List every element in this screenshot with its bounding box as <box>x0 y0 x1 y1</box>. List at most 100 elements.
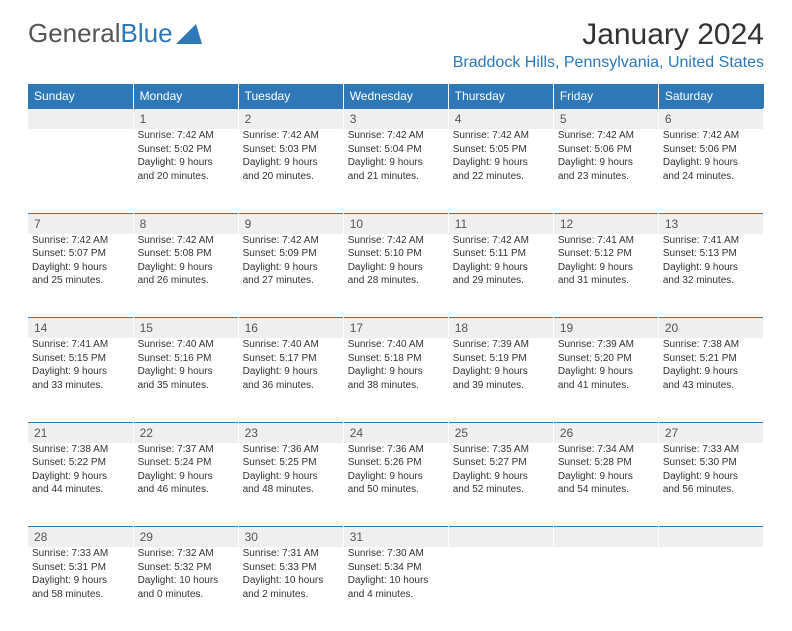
day-number: 25 <box>448 422 553 443</box>
cell-line: Daylight: 9 hours <box>348 261 444 275</box>
cell-line: and 33 minutes. <box>32 379 129 393</box>
content-row: Sunrise: 7:41 AMSunset: 5:15 PMDaylight:… <box>28 338 764 422</box>
day-number: 18 <box>448 318 553 339</box>
day-number: 29 <box>133 527 238 548</box>
cell-line: Daylight: 9 hours <box>243 261 339 275</box>
day-number: 2 <box>238 109 343 130</box>
cell-line: Sunset: 5:28 PM <box>558 456 654 470</box>
cell-line: and 46 minutes. <box>138 483 234 497</box>
day-number <box>553 527 658 548</box>
content-row: Sunrise: 7:33 AMSunset: 5:31 PMDaylight:… <box>28 547 764 631</box>
day-number <box>448 527 553 548</box>
cell-line: and 31 minutes. <box>558 274 654 288</box>
cell-line: Sunrise: 7:42 AM <box>453 129 549 143</box>
cell-line: Daylight: 9 hours <box>138 470 234 484</box>
cell-line: Sunrise: 7:31 AM <box>243 547 339 561</box>
cell-line: Daylight: 9 hours <box>138 261 234 275</box>
day-cell: Sunrise: 7:33 AMSunset: 5:30 PMDaylight:… <box>658 443 763 527</box>
cell-line: Sunset: 5:18 PM <box>348 352 444 366</box>
daynum-row: 123456 <box>28 109 764 130</box>
day-number: 12 <box>553 213 658 234</box>
cell-line: Daylight: 9 hours <box>558 156 654 170</box>
cell-line: and 58 minutes. <box>32 588 129 602</box>
day-number: 4 <box>448 109 553 130</box>
day-header: Thursday <box>448 84 553 109</box>
cell-line: and 38 minutes. <box>348 379 444 393</box>
day-cell: Sunrise: 7:42 AMSunset: 5:09 PMDaylight:… <box>238 234 343 318</box>
cell-line: Sunrise: 7:42 AM <box>663 129 759 143</box>
cell-line: Daylight: 9 hours <box>32 365 129 379</box>
cell-line: Sunset: 5:10 PM <box>348 247 444 261</box>
cell-line: Daylight: 9 hours <box>453 470 549 484</box>
cell-line: Daylight: 9 hours <box>32 261 129 275</box>
content-row: Sunrise: 7:42 AMSunset: 5:07 PMDaylight:… <box>28 234 764 318</box>
daynum-row: 14151617181920 <box>28 318 764 339</box>
cell-line: Sunrise: 7:41 AM <box>558 234 654 248</box>
day-cell: Sunrise: 7:36 AMSunset: 5:26 PMDaylight:… <box>343 443 448 527</box>
header: GeneralBlue January 2024 Braddock Hills,… <box>0 0 792 78</box>
cell-line: Sunset: 5:03 PM <box>243 143 339 157</box>
day-number: 24 <box>343 422 448 443</box>
content-row: Sunrise: 7:42 AMSunset: 5:02 PMDaylight:… <box>28 129 764 213</box>
cell-line: Sunset: 5:22 PM <box>32 456 129 470</box>
logo-text-2: Blue <box>121 18 173 49</box>
day-cell: Sunrise: 7:31 AMSunset: 5:33 PMDaylight:… <box>238 547 343 631</box>
cell-line: Daylight: 9 hours <box>663 156 759 170</box>
cell-line: Daylight: 9 hours <box>348 156 444 170</box>
day-number: 8 <box>133 213 238 234</box>
day-cell: Sunrise: 7:37 AMSunset: 5:24 PMDaylight:… <box>133 443 238 527</box>
cell-line: Sunset: 5:04 PM <box>348 143 444 157</box>
cell-line: Sunrise: 7:42 AM <box>138 234 234 248</box>
day-cell: Sunrise: 7:41 AMSunset: 5:12 PMDaylight:… <box>553 234 658 318</box>
cell-line: Sunrise: 7:34 AM <box>558 443 654 457</box>
cell-line: Sunrise: 7:42 AM <box>558 129 654 143</box>
day-cell: Sunrise: 7:42 AMSunset: 5:04 PMDaylight:… <box>343 129 448 213</box>
cell-line: Sunrise: 7:38 AM <box>663 338 759 352</box>
day-number: 16 <box>238 318 343 339</box>
cell-line: Daylight: 9 hours <box>138 156 234 170</box>
cell-line: Sunrise: 7:42 AM <box>453 234 549 248</box>
day-header-row: SundayMondayTuesdayWednesdayThursdayFrid… <box>28 84 764 109</box>
day-cell: Sunrise: 7:40 AMSunset: 5:17 PMDaylight:… <box>238 338 343 422</box>
cell-line: Sunrise: 7:38 AM <box>32 443 129 457</box>
cell-line: and 29 minutes. <box>453 274 549 288</box>
day-number: 14 <box>28 318 133 339</box>
cell-line: Daylight: 9 hours <box>663 470 759 484</box>
cell-line: Sunset: 5:27 PM <box>453 456 549 470</box>
cell-line: Sunrise: 7:42 AM <box>348 234 444 248</box>
cell-line: Sunrise: 7:35 AM <box>453 443 549 457</box>
location: Braddock Hills, Pennsylvania, United Sta… <box>453 54 764 72</box>
title-block: January 2024 Braddock Hills, Pennsylvani… <box>453 18 764 72</box>
daynum-row: 78910111213 <box>28 213 764 234</box>
cell-line: Sunrise: 7:33 AM <box>32 547 129 561</box>
cell-line: Sunrise: 7:30 AM <box>348 547 444 561</box>
cell-line: Sunrise: 7:42 AM <box>243 129 339 143</box>
cell-line: Sunset: 5:34 PM <box>348 561 444 575</box>
cell-line: Sunset: 5:30 PM <box>663 456 759 470</box>
day-number: 11 <box>448 213 553 234</box>
cell-line: Daylight: 9 hours <box>663 365 759 379</box>
cell-line: Sunset: 5:20 PM <box>558 352 654 366</box>
day-number: 22 <box>133 422 238 443</box>
cell-line: Sunrise: 7:36 AM <box>348 443 444 457</box>
cell-line: Sunset: 5:24 PM <box>138 456 234 470</box>
day-cell: Sunrise: 7:42 AMSunset: 5:11 PMDaylight:… <box>448 234 553 318</box>
cell-line: Sunset: 5:21 PM <box>663 352 759 366</box>
day-number: 30 <box>238 527 343 548</box>
day-number: 13 <box>658 213 763 234</box>
cell-line: and 24 minutes. <box>663 170 759 184</box>
cell-line: Daylight: 9 hours <box>243 470 339 484</box>
daynum-row: 21222324252627 <box>28 422 764 443</box>
cell-line: Daylight: 9 hours <box>453 365 549 379</box>
cell-line: Daylight: 9 hours <box>663 261 759 275</box>
cell-line: Sunset: 5:32 PM <box>138 561 234 575</box>
logo-text-1: General <box>28 18 121 49</box>
day-cell: Sunrise: 7:33 AMSunset: 5:31 PMDaylight:… <box>28 547 133 631</box>
cell-line: Daylight: 10 hours <box>138 574 234 588</box>
cell-line: Sunset: 5:12 PM <box>558 247 654 261</box>
day-header: Monday <box>133 84 238 109</box>
cell-line: Sunset: 5:06 PM <box>558 143 654 157</box>
cell-line: Sunrise: 7:36 AM <box>243 443 339 457</box>
cell-line: and 22 minutes. <box>453 170 549 184</box>
day-number: 10 <box>343 213 448 234</box>
